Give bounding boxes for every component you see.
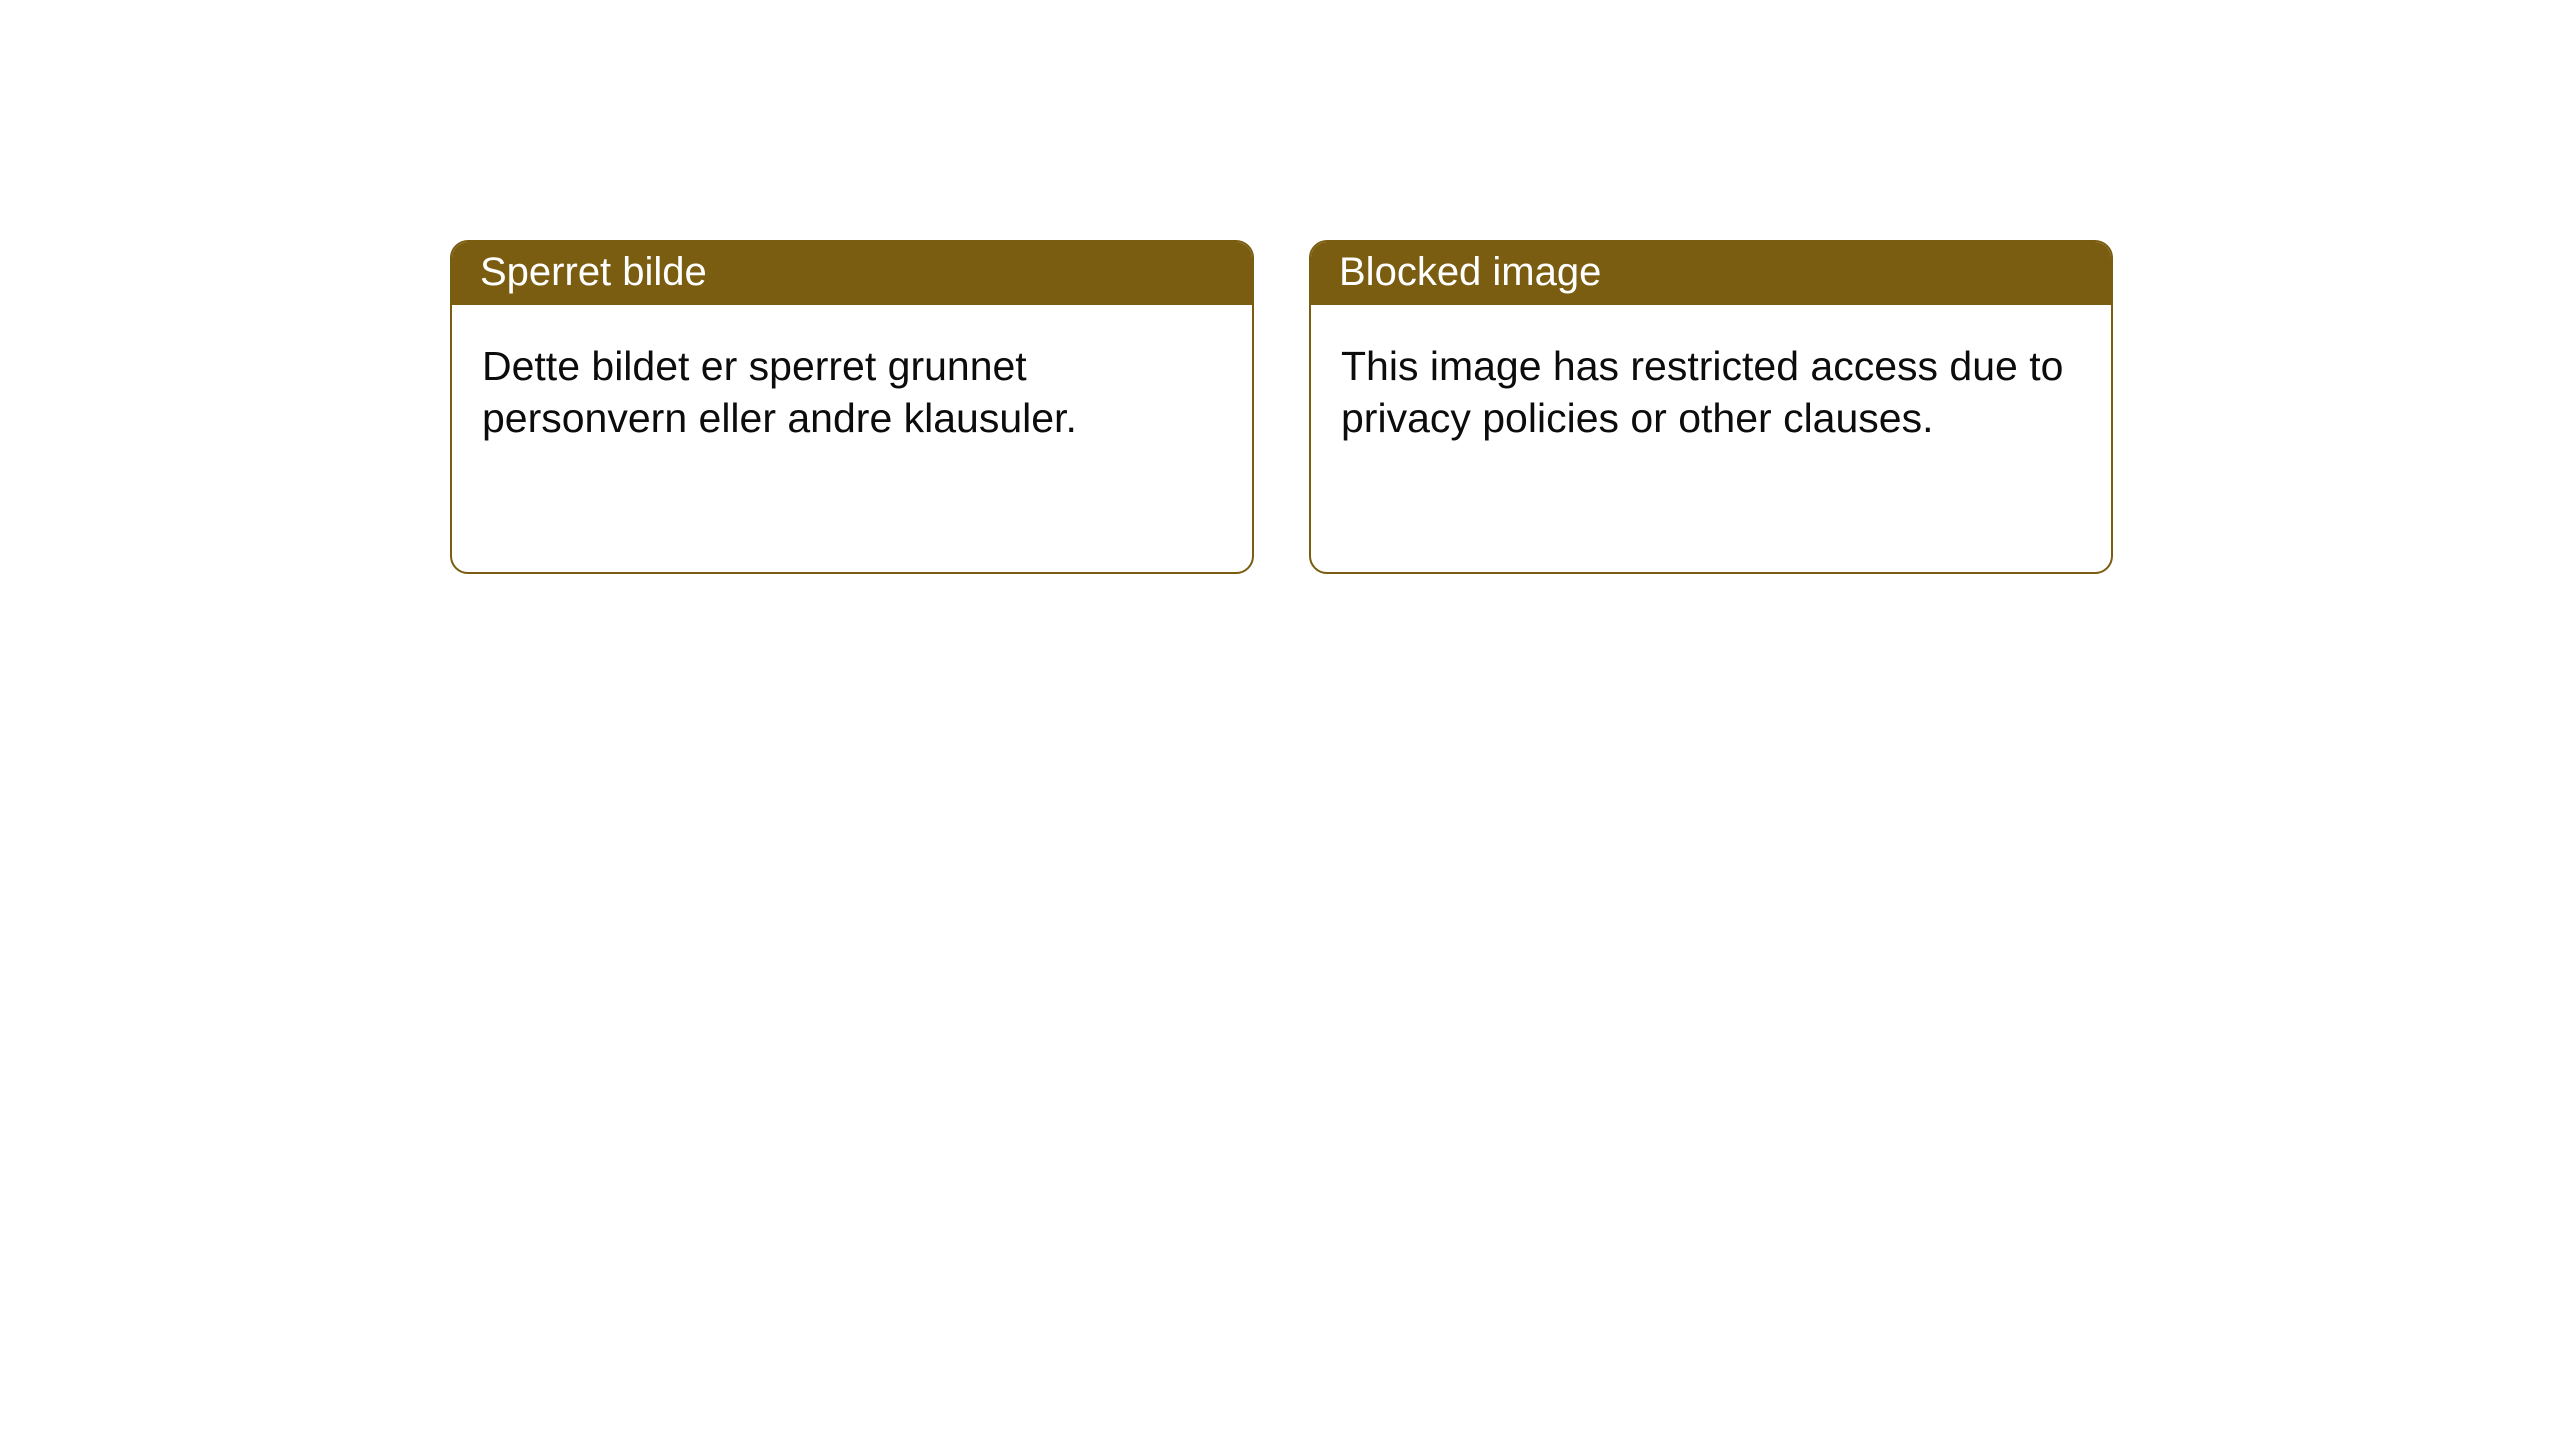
card-message: Dette bildet er sperret grunnet personve… <box>482 343 1077 441</box>
card-body: This image has restricted access due to … <box>1311 305 2111 474</box>
card-title: Blocked image <box>1339 250 1601 294</box>
card-body: Dette bildet er sperret grunnet personve… <box>452 305 1252 474</box>
card-header: Blocked image <box>1311 242 2111 305</box>
card-title: Sperret bilde <box>480 250 707 294</box>
card-message: This image has restricted access due to … <box>1341 343 2063 441</box>
blocked-image-card-english: Blocked image This image has restricted … <box>1309 240 2113 574</box>
card-header: Sperret bilde <box>452 242 1252 305</box>
blocked-image-card-norwegian: Sperret bilde Dette bildet er sperret gr… <box>450 240 1254 574</box>
